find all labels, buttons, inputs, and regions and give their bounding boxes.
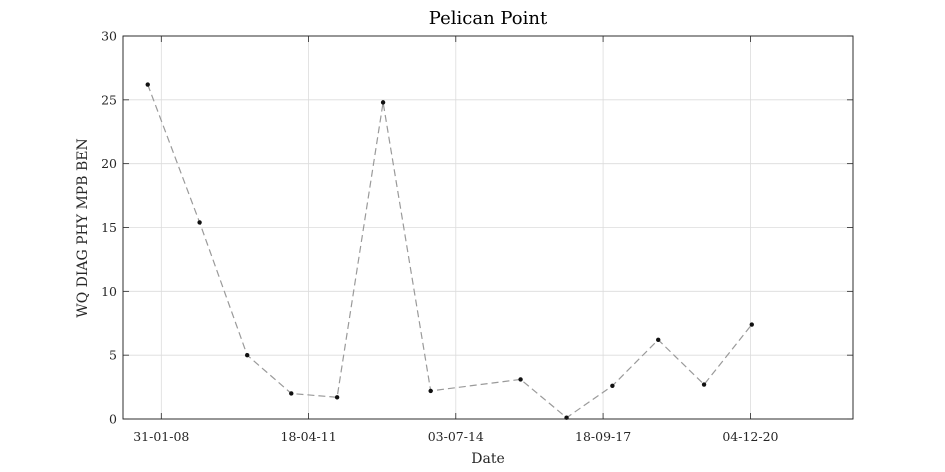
data-point <box>701 382 707 387</box>
data-point <box>289 391 294 396</box>
x-tick-label: 03-07-14 <box>428 429 484 444</box>
x-tick-label: 04-12-20 <box>722 429 778 444</box>
data-point <box>197 220 202 225</box>
data-point <box>380 100 386 105</box>
y-tick-label: 15 <box>101 220 117 235</box>
x-tick-label: 18-04-11 <box>281 429 337 444</box>
y-tick-label: 5 <box>109 348 117 363</box>
grid <box>123 36 853 419</box>
y-tick-label: 25 <box>101 92 117 107</box>
y-axis-label: WQ DIAG PHY MPB BEN <box>75 138 91 317</box>
data-point <box>749 322 754 327</box>
data-point <box>518 377 523 382</box>
data-point <box>244 352 250 358</box>
plot-border <box>122 35 854 420</box>
x-tick-label: 31-01-08 <box>133 429 189 444</box>
chart-title: Pelican Point <box>429 8 548 29</box>
data-point <box>334 395 340 400</box>
axes-ticks: 0 5 10 15 20 25 30 31-01-08 18-04-11 03-07-14 18-0… <box>101 29 853 444</box>
data-point <box>656 337 661 343</box>
y-tick-label: 20 <box>101 156 117 171</box>
y-tick-label: 10 <box>101 284 117 299</box>
series-layer <box>145 82 754 420</box>
x-tick-label: 18-09-17 <box>575 429 631 444</box>
y-tick-label: 30 <box>101 29 117 44</box>
data-point <box>145 82 150 87</box>
data-point <box>610 383 615 389</box>
x-axis-label: Date <box>471 451 504 467</box>
data-point <box>428 388 433 394</box>
y-tick-label: 0 <box>109 412 117 427</box>
